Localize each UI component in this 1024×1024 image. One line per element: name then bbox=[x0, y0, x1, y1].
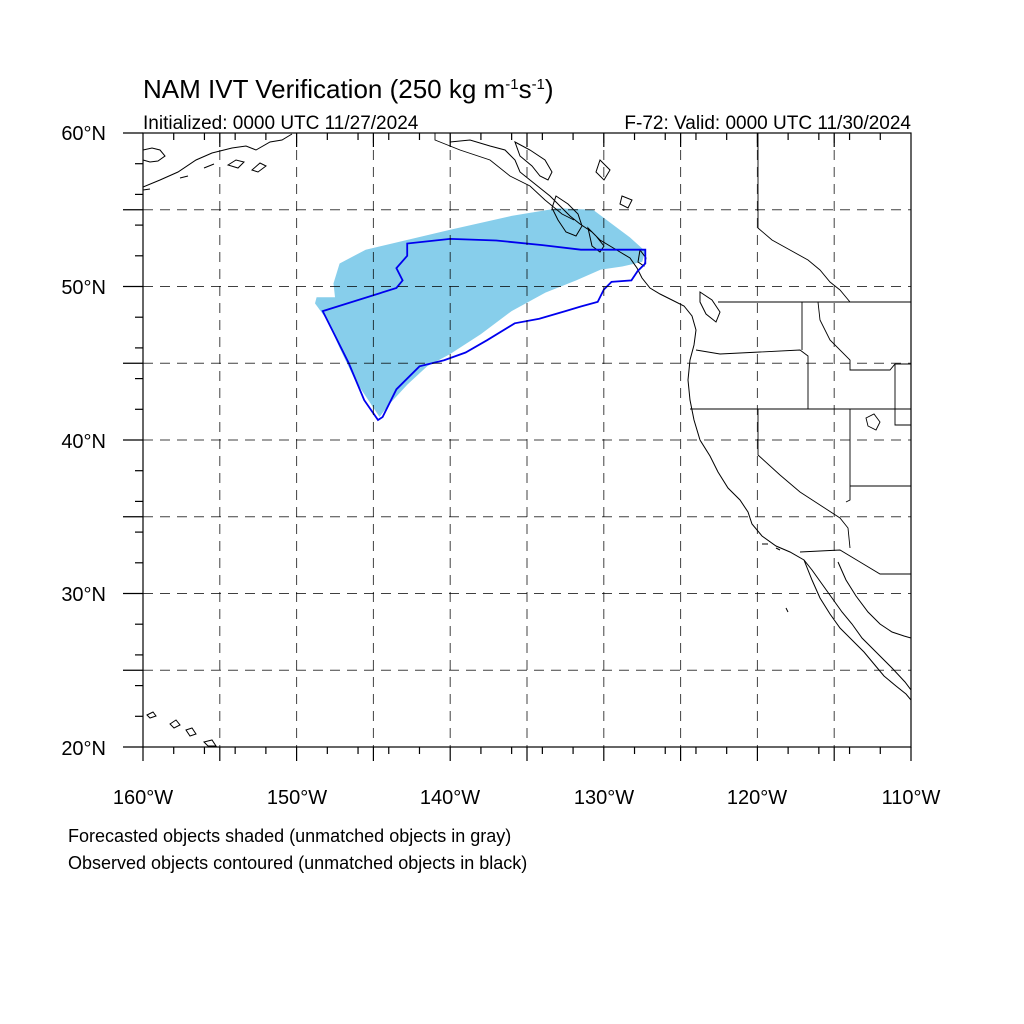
lon-label-130w: 130°W bbox=[574, 787, 634, 809]
lon-label-140w: 140°W bbox=[420, 787, 480, 809]
lat-label-20: 20°N bbox=[61, 738, 106, 760]
longitude-labels: 160°W 150°W 140°W 130°W 120°W 110°W bbox=[113, 787, 941, 809]
political-borders bbox=[434, 133, 911, 575]
nevada-utah-border bbox=[845, 409, 851, 503]
plot-area bbox=[143, 133, 911, 747]
lat-label-60: 60°N bbox=[61, 123, 106, 145]
lat-label-30: 30°N bbox=[61, 584, 106, 606]
coastlines bbox=[143, 133, 911, 747]
great-salt-lake bbox=[865, 413, 881, 431]
initialized-label: Initialized: 0000 UTC 11/27/2024 bbox=[143, 113, 419, 134]
alaska-coast bbox=[143, 133, 293, 188]
baja-coast bbox=[803, 559, 911, 701]
gridlines bbox=[143, 133, 911, 747]
oregon-washington-border bbox=[695, 349, 809, 409]
caption-forecast: Forecasted objects shaded (unmatched obj… bbox=[68, 826, 511, 846]
idaho-border bbox=[801, 301, 911, 371]
channel-islands bbox=[762, 543, 789, 613]
lon-label-120w: 120°W bbox=[727, 787, 787, 809]
hawaii-islands bbox=[146, 711, 217, 747]
wyoming-border bbox=[894, 364, 911, 426]
caption-observed: Observed objects contoured (unmatched ob… bbox=[68, 853, 527, 873]
axis-ticks bbox=[123, 132, 912, 761]
lon-label-110w: 110°W bbox=[882, 787, 941, 809]
map-title: NAM IVT Verification (250 kg m-1s-1) bbox=[143, 74, 554, 104]
latitude-labels: 60°N 50°N 40°N 30°N 20°N bbox=[61, 123, 106, 760]
us-mexico-border bbox=[799, 549, 911, 575]
bc-alberta-border bbox=[757, 133, 851, 303]
lat-label-50: 50°N bbox=[61, 277, 106, 299]
lon-label-150w: 150°W bbox=[267, 787, 327, 809]
aleutian-islands bbox=[143, 163, 215, 191]
lon-label-160w: 160°W bbox=[113, 787, 173, 809]
california-nevada-border bbox=[757, 409, 851, 549]
lat-label-40: 40°N bbox=[61, 431, 106, 453]
forecast-object bbox=[315, 208, 646, 417]
alaska-canada-border bbox=[434, 133, 575, 221]
valid-label: F-72: Valid: 0000 UTC 11/30/2024 bbox=[624, 113, 911, 134]
